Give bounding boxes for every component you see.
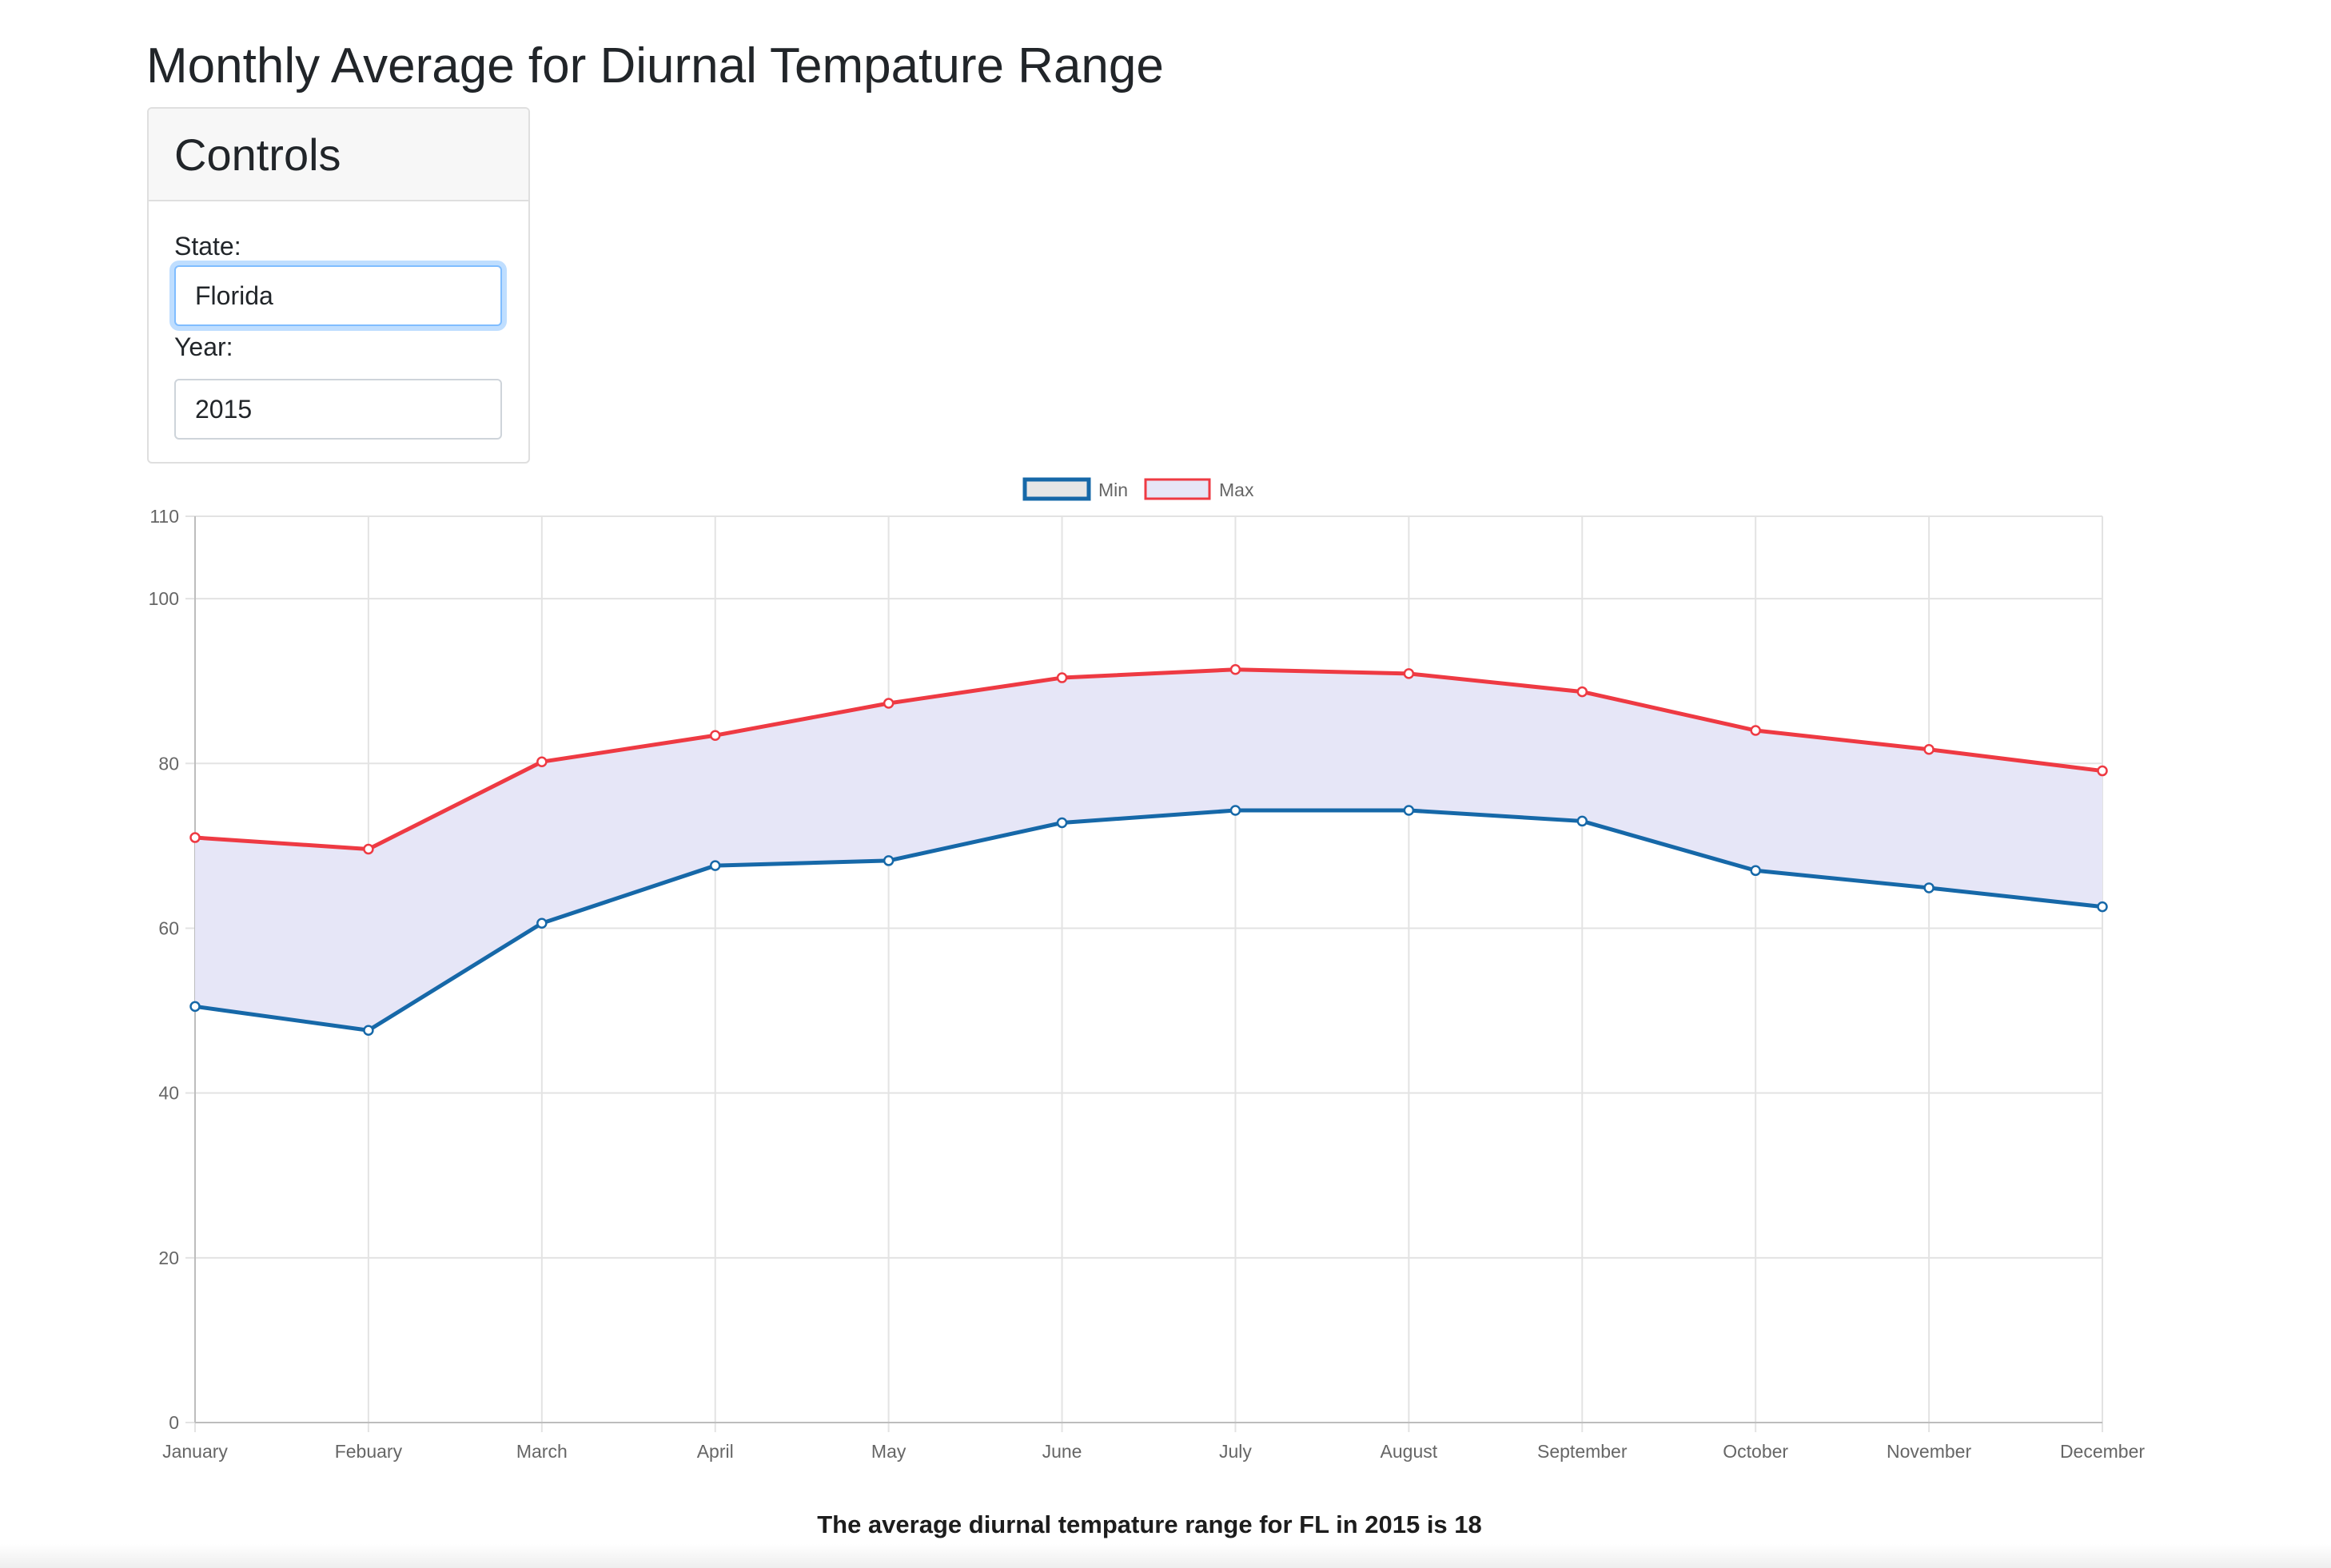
data-point-max bbox=[1923, 743, 1935, 755]
page-title: Monthly Average for Diurnal Tempature Ra… bbox=[146, 38, 1164, 94]
data-point-min bbox=[1923, 882, 1935, 893]
y-tick-label: 20 bbox=[158, 1248, 179, 1268]
x-tick-label: August bbox=[1381, 1441, 1438, 1462]
data-point-min bbox=[883, 855, 895, 866]
data-point-max bbox=[2097, 765, 2108, 777]
data-point-min bbox=[709, 860, 721, 871]
data-point-min bbox=[1750, 865, 1761, 877]
controls-header: Controls bbox=[149, 109, 528, 201]
legend-swatch-min bbox=[1022, 477, 1091, 501]
y-tick-label: 110 bbox=[149, 506, 179, 527]
data-point-min bbox=[2097, 901, 2108, 913]
legend-label-min: Min bbox=[1098, 480, 1128, 500]
x-tick-label: January bbox=[162, 1441, 228, 1462]
data-point-min bbox=[363, 1025, 374, 1037]
data-point-min bbox=[1229, 805, 1241, 816]
series-line-min bbox=[194, 808, 2103, 1033]
data-point-max bbox=[363, 843, 374, 855]
state-input[interactable] bbox=[174, 265, 502, 326]
data-point-max bbox=[1229, 663, 1241, 675]
controls-panel: Controls State: Year: bbox=[147, 107, 530, 464]
data-point-min bbox=[536, 917, 548, 929]
range-fill-area bbox=[195, 669, 2102, 1031]
data-point-max bbox=[1576, 686, 1588, 698]
x-tick-label: May bbox=[871, 1441, 906, 1462]
summary-text: The average diurnal tempature range for … bbox=[817, 1510, 1482, 1538]
data-point-min bbox=[1056, 817, 1068, 829]
legend-swatch-max bbox=[1144, 478, 1211, 500]
y-tick-label: 80 bbox=[158, 753, 179, 774]
page-bottom-edge bbox=[0, 1544, 2331, 1568]
year-input[interactable] bbox=[174, 379, 502, 440]
data-point-min bbox=[1576, 815, 1588, 827]
y-tick-label: 100 bbox=[149, 588, 179, 609]
x-tick-label: July bbox=[1219, 1441, 1252, 1462]
x-tick-label: April bbox=[697, 1441, 734, 1462]
data-point-max bbox=[536, 756, 548, 767]
y-tick-label: 60 bbox=[158, 917, 179, 938]
chart-canvas: 0 20 40 60 80 100 110 January Febuary March April M… bbox=[149, 477, 2145, 1462]
data-point-max bbox=[1750, 725, 1761, 736]
data-point-max bbox=[883, 698, 895, 709]
temperature-chart: 0 20 40 60 80 100 110 January Febuary March April M… bbox=[0, 472, 2331, 1478]
x-tick-label: November bbox=[1887, 1441, 1971, 1462]
data-point-min bbox=[189, 1001, 201, 1013]
y-tick-label: 40 bbox=[158, 1083, 179, 1104]
x-tick-label: September bbox=[1537, 1441, 1628, 1462]
x-tick-label: June bbox=[1042, 1441, 1082, 1462]
year-label: Year: bbox=[174, 332, 233, 361]
data-point-max bbox=[709, 730, 721, 741]
x-tick-label: March bbox=[516, 1441, 568, 1462]
x-tick-label: October bbox=[1723, 1441, 1788, 1462]
state-label: State: bbox=[174, 232, 241, 261]
data-point-max bbox=[1403, 668, 1415, 679]
series-line-max bbox=[194, 667, 2103, 851]
y-tick-label: 0 bbox=[169, 1412, 179, 1433]
data-point-max bbox=[1056, 672, 1068, 683]
x-tick-label: December bbox=[2060, 1441, 2145, 1462]
legend-label-max: Max bbox=[1219, 480, 1254, 500]
x-tick-label: Febuary bbox=[335, 1441, 403, 1462]
data-point-min bbox=[1403, 805, 1415, 816]
data-point-max bbox=[189, 832, 201, 843]
